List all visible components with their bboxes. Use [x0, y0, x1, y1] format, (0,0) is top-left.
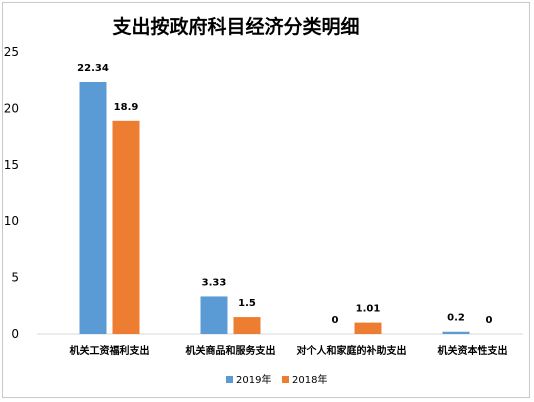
data-labels: 22.34 18.9 3.33 1.5 0 1.01 0.2 0	[77, 63, 492, 326]
y-tick-label: 10	[4, 214, 19, 228]
bar-2018年-2	[354, 322, 382, 334]
data-label: 0	[486, 315, 493, 326]
category-labels: 机关工资福利支出 机关商品和服务支出 对个人和家庭的补助支出 机关资本性支出	[70, 344, 508, 357]
bar-2019年-1	[200, 296, 228, 334]
y-tick-label: 25	[4, 45, 19, 59]
category-label: 对个人和家庭的补助支出	[297, 344, 407, 357]
y-tick-label: 5	[11, 271, 19, 285]
category-label: 机关资本性支出	[438, 344, 508, 357]
bar-2018年-0	[112, 120, 140, 334]
bars	[79, 82, 470, 335]
category-label: 机关商品和服务支出	[186, 344, 276, 357]
data-label: 1.5	[238, 298, 256, 309]
y-tick-label: 0	[11, 327, 19, 341]
data-label: 0.2	[447, 313, 465, 324]
y-axis-ticks: 0 5 10 15 20 25	[4, 45, 19, 341]
data-label: 18.9	[114, 102, 139, 113]
bar-2018年-1	[233, 317, 261, 334]
bar-2019年-3	[442, 331, 470, 334]
legend-swatch	[282, 376, 289, 383]
data-label: 1.01	[356, 304, 381, 315]
y-tick-label: 15	[4, 158, 19, 172]
legend-label: 2019年	[236, 373, 271, 386]
legend: 2019年 2018年	[226, 373, 327, 386]
chart-title: 支出按政府科目经济分类明细	[111, 15, 359, 38]
bar-2019年-0	[79, 82, 107, 335]
y-tick-label: 20	[4, 101, 19, 115]
data-label: 22.34	[77, 63, 109, 74]
legend-swatch	[226, 376, 233, 383]
category-label: 机关工资福利支出	[70, 344, 150, 357]
legend-label: 2018年	[292, 373, 327, 386]
data-label: 3.33	[202, 277, 227, 288]
data-label: 0	[332, 315, 339, 326]
